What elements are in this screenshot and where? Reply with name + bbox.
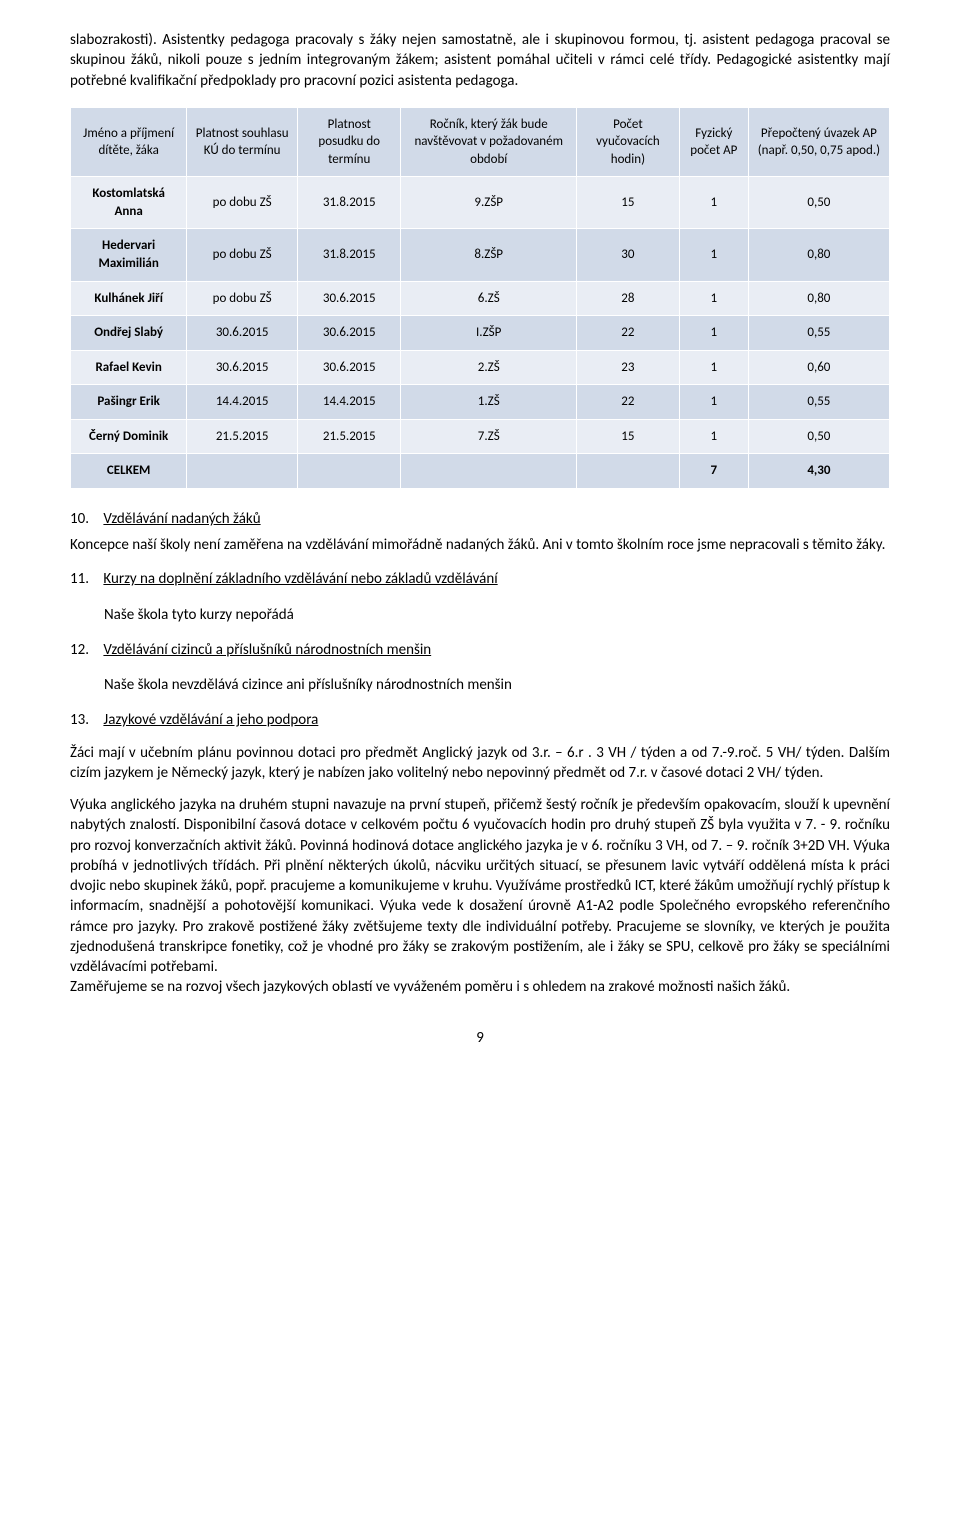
col-ku: Platnost souhlasu KÚ do termínu [187,107,298,177]
section-12-body: Naše škola nevzdělává cizince ani příslu… [104,675,890,695]
cell: 30.6.2015 [298,316,401,351]
cell: 1 [679,229,748,281]
cell: 30.6.2015 [298,350,401,385]
cell: 0,55 [748,316,889,351]
cell-name: Hedervari Maximilián [71,229,187,281]
cell: 1 [679,385,748,420]
cell: 2.ZŠ [401,350,577,385]
section-11-body: Naše škola tyto kurzy nepořádá [104,605,890,625]
cell-name: Ondřej Slabý [71,316,187,351]
cell: po dobu ZŠ [187,177,298,229]
intro-paragraph: slabozrakosti). Asistentky pedagoga prac… [70,30,890,91]
body-p3: Zaměřujeme se na rozvoj všech jazykových… [70,977,890,997]
cell: 31.8.2015 [298,177,401,229]
cell [401,454,577,489]
cell: 1 [679,350,748,385]
cell: 0,80 [748,229,889,281]
cell: 1 [679,177,748,229]
body-p1: Žáci mají v učebním plánu povinnou dotac… [70,743,890,784]
cell: 6.ZŠ [401,281,577,316]
cell: 0,50 [748,419,889,454]
cell: 21.5.2015 [187,419,298,454]
section-title: Vzdělávání nadaných žáků [103,510,260,528]
cell: 7 [679,454,748,489]
cell: 0,60 [748,350,889,385]
cell: po dobu ZŠ [187,281,298,316]
cell: 7.ZŠ [401,419,577,454]
section-12: 12. Vzdělávání cizinců a příslušníků nár… [70,640,890,660]
cell: 1 [679,316,748,351]
col-uvazek: Přepočtený úvazek AP (např. 0,50, 0,75 a… [748,107,889,177]
body-p2: Výuka anglického jazyka na druhém stupni… [70,795,890,977]
section-title: Vzdělávání cizinců a příslušníků národno… [103,641,431,659]
cell: I.ZŠP [401,316,577,351]
cell [577,454,680,489]
cell: 4,30 [748,454,889,489]
cell: 28 [577,281,680,316]
cell-name: Rafael Kevin [71,350,187,385]
section-11: 11. Kurzy na doplnění základního vzděláv… [70,569,890,589]
cell: po dobu ZŠ [187,229,298,281]
cell: 30.6.2015 [187,316,298,351]
cell-name: Kostomlatská Anna [71,177,187,229]
table-row: Ondřej Slabý 30.6.2015 30.6.2015 I.ZŠP 2… [71,316,890,351]
cell: 15 [577,177,680,229]
cell: 8.ZŠP [401,229,577,281]
table-row: Rafael Kevin 30.6.2015 30.6.2015 2.ZŠ 23… [71,350,890,385]
cell: 0,80 [748,281,889,316]
cell: 14.4.2015 [187,385,298,420]
col-rocnik: Ročník, který žák bude navštěvovat v pož… [401,107,577,177]
cell: 9.ZŠP [401,177,577,229]
cell: 23 [577,350,680,385]
cell: 14.4.2015 [298,385,401,420]
cell: 0,50 [748,177,889,229]
section-number: 13. [70,710,100,730]
table-row: Hedervari Maximilián po dobu ZŠ 31.8.201… [71,229,890,281]
cell-name: Pašingr Erik [71,385,187,420]
students-table: Jméno a příjmení dítěte, žáka Platnost s… [70,107,890,489]
col-name: Jméno a příjmení dítěte, žáka [71,107,187,177]
table-row: Kulhánek Jiří po dobu ZŠ 30.6.2015 6.ZŠ … [71,281,890,316]
cell [187,454,298,489]
table-total-row: CELKEM 7 4,30 [71,454,890,489]
col-ap: Fyzický počet AP [679,107,748,177]
cell-total-label: CELKEM [71,454,187,489]
cell-name: Černý Dominik [71,419,187,454]
section-number: 11. [70,569,100,589]
cell: 22 [577,316,680,351]
table-header-row: Jméno a příjmení dítěte, žáka Platnost s… [71,107,890,177]
cell: 1.ZŠ [401,385,577,420]
cell: 30.6.2015 [187,350,298,385]
cell-name: Kulhánek Jiří [71,281,187,316]
section-number: 12. [70,640,100,660]
section-title: Kurzy na doplnění základního vzdělávání … [103,570,497,588]
table-row: Kostomlatská Anna po dobu ZŠ 31.8.2015 9… [71,177,890,229]
cell: 30.6.2015 [298,281,401,316]
table-row: Černý Dominik 21.5.2015 21.5.2015 7.ZŠ 1… [71,419,890,454]
section-number: 10. [70,509,100,529]
cell: 31.8.2015 [298,229,401,281]
section-10-body: Koncepce naší školy není zaměřena na vzd… [70,535,890,555]
cell: 1 [679,419,748,454]
cell: 21.5.2015 [298,419,401,454]
col-hodin: Počet vyučovacích hodin) [577,107,680,177]
cell [298,454,401,489]
cell: 0,55 [748,385,889,420]
section-title: Jazykové vzdělávání a jeho podpora [103,711,318,729]
col-posudek: Platnost posudku do termínu [298,107,401,177]
cell: 22 [577,385,680,420]
section-10: 10. Vzdělávání nadaných žáků [70,509,890,529]
cell: 15 [577,419,680,454]
page-number: 9 [70,1028,890,1048]
cell: 30 [577,229,680,281]
table-row: Pašingr Erik 14.4.2015 14.4.2015 1.ZŠ 22… [71,385,890,420]
cell: 1 [679,281,748,316]
section-13: 13. Jazykové vzdělávání a jeho podpora [70,710,890,730]
page: slabozrakosti). Asistentky pedagoga prac… [0,0,960,1088]
